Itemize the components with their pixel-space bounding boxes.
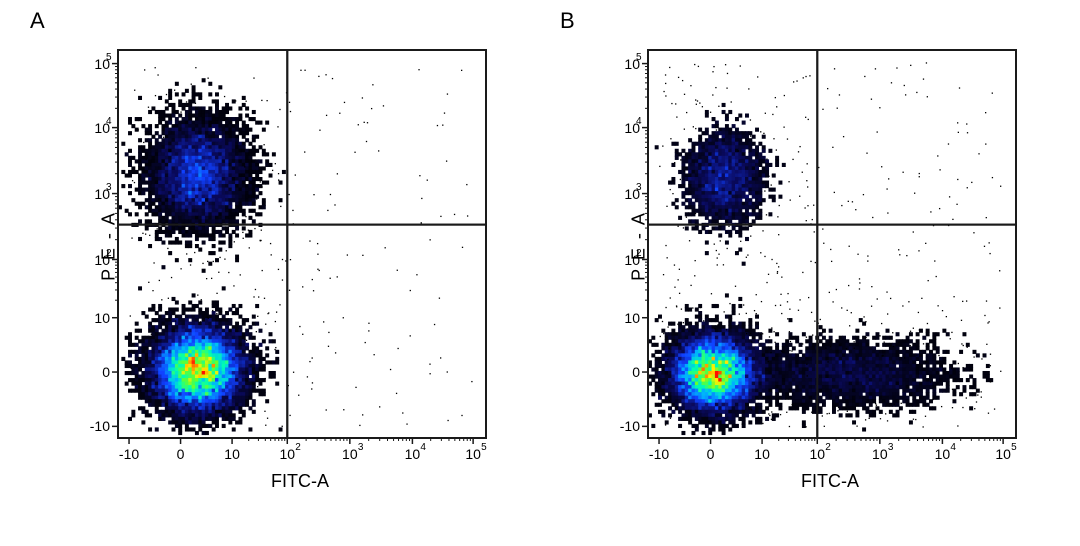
y-tick-exp: 5 (106, 52, 112, 63)
y-tick-exp: 3 (106, 182, 112, 193)
x-tick-label: 0 (177, 446, 185, 462)
y-tick-label: -10 (80, 418, 110, 434)
y-tick-label: 0 (610, 364, 640, 380)
x-tick-exp: 5 (1011, 442, 1017, 453)
x-tick-label: 10 (405, 446, 421, 462)
x-tick-exp: 5 (481, 442, 487, 453)
y-axis-label-a: P E - A (98, 211, 119, 281)
x-tick-label: 10 (465, 446, 481, 462)
x-tick-exp: 4 (950, 442, 956, 453)
y-tick-label: -10 (610, 418, 640, 434)
y-tick-exp: 2 (636, 248, 642, 259)
plot-svg-b (640, 46, 1020, 446)
x-tick-label: -10 (119, 446, 139, 462)
y-tick-exp: 5 (636, 52, 642, 63)
x-axis-label-a: FITC-A (271, 471, 329, 492)
x-tick-exp: 2 (295, 442, 301, 453)
panel-label-a: A (30, 8, 45, 34)
y-axis-label-b: P E - A (628, 211, 649, 281)
x-tick-label: 10 (872, 446, 888, 462)
y-tick-label: 0 (80, 364, 110, 380)
x-tick-label: 10 (809, 446, 825, 462)
x-tick-exp: 3 (888, 442, 894, 453)
x-tick-label: 10 (342, 446, 358, 462)
y-tick-label: 10 (610, 310, 640, 326)
plot-svg-a (110, 46, 490, 446)
x-tick-label: 10 (279, 446, 295, 462)
x-tick-exp: 3 (358, 442, 364, 453)
panel-label-b: B (560, 8, 575, 34)
scatter-plot-a: P E - A FITC-A -10010102103104105-100101… (110, 46, 490, 446)
y-tick-exp: 4 (106, 116, 112, 127)
x-tick-label: 10 (995, 446, 1011, 462)
y-tick-exp: 3 (636, 182, 642, 193)
x-tick-exp: 4 (420, 442, 426, 453)
y-tick-label: 10 (80, 310, 110, 326)
y-tick-exp: 2 (106, 248, 112, 259)
x-tick-label: 0 (707, 446, 715, 462)
x-tick-label: 10 (935, 446, 951, 462)
figure-container: A B P E - A FITC-A -10010102103104105-10… (0, 0, 1080, 546)
x-axis-label-b: FITC-A (801, 471, 859, 492)
x-tick-label: 10 (754, 446, 770, 462)
x-tick-label: 10 (224, 446, 240, 462)
scatter-plot-b: P E - A FITC-A -10010102103104105-100101… (640, 46, 1020, 446)
y-tick-exp: 4 (636, 116, 642, 127)
x-tick-label: -10 (649, 446, 669, 462)
x-tick-exp: 2 (825, 442, 831, 453)
